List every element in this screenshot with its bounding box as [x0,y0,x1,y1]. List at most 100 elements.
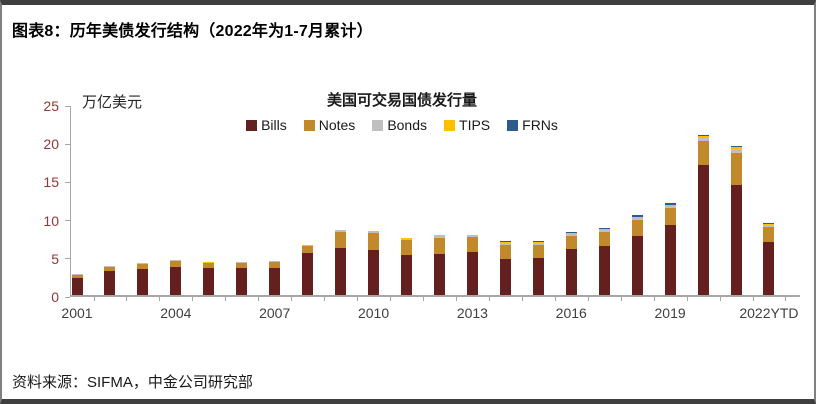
legend-label: Bonds [387,117,428,133]
bar-segment-frns [697,134,709,137]
bar-segment-bills [598,246,610,295]
bar-segment-frns [664,203,676,205]
bar-segment-bonds [664,205,676,208]
bar-segment-bills [335,247,347,295]
bar-2015 [532,240,544,295]
bar-2006 [236,261,248,295]
bar-segment-tips [499,242,511,244]
bar-segment-notes [664,207,676,226]
x-axis-tick [258,297,260,301]
bar-segment-notes [763,227,775,242]
legend-item-notes: Notes [303,117,356,133]
x-axis-label-2019: 2019 [654,305,686,321]
legend-swatch-notes [303,119,315,131]
bar-segment-tips [433,235,445,237]
y-axis-tick [65,296,70,298]
bar-segment-bills [170,266,182,295]
bar-segment-tips [203,262,215,263]
legend-item-tips: TIPS [444,117,490,133]
bar-segment-tips [532,241,544,243]
bar-segment-tips [466,234,478,236]
bar-2005 [203,262,215,295]
bar-segment-tips [598,229,610,231]
bar-segment-notes [631,220,643,237]
bar-segment-bills [631,236,643,295]
bar-segment-tips [401,237,412,239]
y-axis-tick-label: 25 [43,98,59,114]
bar-segment-tips [236,261,248,263]
bar-segment-bills [532,258,544,295]
bar-2008 [302,244,314,295]
y-axis-unit-label: 万亿美元 [82,94,143,111]
x-axis-tick [488,297,490,301]
y-axis-tick [65,181,70,183]
x-axis-tick [423,297,424,301]
x-axis-tick [653,297,655,301]
bar-segment-frns [763,223,775,225]
x-axis-tick [686,297,688,301]
bar-segment-notes [302,246,314,253]
x-axis-tick [225,297,227,301]
bar-2016 [565,231,577,295]
bar-segment-notes [433,237,445,254]
bar-segment-tips [763,224,775,226]
bar-segment-tips [664,204,676,206]
bar-2009 [335,229,347,295]
x-axis-tick [159,297,161,301]
x-axis-tick [291,297,293,301]
bar-segment-bills [565,249,577,295]
bar-segment-bills [401,255,412,295]
bar-segment-bills [730,184,742,295]
bar-2011 [401,237,412,295]
bar-segment-notes [104,266,116,272]
bar-segment-bonds [433,236,445,238]
bar-2007 [269,260,281,295]
bar-segment-tips [170,259,182,261]
bar-segment-bills [203,268,215,295]
bar-segment-bonds [565,233,577,236]
bar-segment-bills [763,241,775,295]
x-axis-label-2013: 2013 [456,305,488,321]
bar-2014 [499,241,511,295]
bar-segment-frns [499,241,511,243]
legend-label: FRNs [522,117,558,133]
bar-segment-notes [335,231,347,248]
bar-segment-tips [335,229,347,231]
bar-2020 [697,134,709,295]
x-axis-tick [357,297,359,301]
bar-segment-bonds [335,230,347,232]
bar-2017 [598,227,610,295]
bar-2012 [433,235,445,295]
bar-segment-frns [631,215,643,217]
legend-item-bills: Bills [246,117,287,133]
bar-segment-bonds [401,238,412,241]
x-axis-tick [785,297,787,301]
bar-segment-bonds [631,217,643,221]
x-axis-label-2004: 2004 [160,305,192,321]
x-axis-tick [587,297,589,301]
bar-segment-tips [137,262,149,264]
bar-segment-notes [565,235,577,250]
bar-segment-bonds [368,231,380,234]
bar-segment-notes [532,244,544,259]
bar-segment-bills [466,252,478,295]
y-axis-tick-label: 15 [43,174,59,191]
bar-segment-notes [401,240,412,256]
bar-segment-bills [137,269,149,295]
bar-segment-notes [499,244,511,260]
x-axis-tick [192,297,194,301]
bar-2004 [170,259,182,295]
y-axis-tick-label: 5 [51,250,59,267]
x-axis-label-2010: 2010 [357,305,390,321]
bar-segment-tips [730,147,742,149]
bar-segment-notes [598,231,610,247]
legend-label: Notes [318,117,356,133]
y-axis-tick [65,258,70,260]
bar-segment-bonds [598,230,610,232]
bar-segment-notes [137,263,149,270]
x-axis-tick [455,297,457,301]
bar-2001 [71,274,83,295]
bar-segment-notes [368,233,380,250]
y-axis-tick-label: 10 [43,212,59,229]
x-axis-tick [620,297,622,301]
